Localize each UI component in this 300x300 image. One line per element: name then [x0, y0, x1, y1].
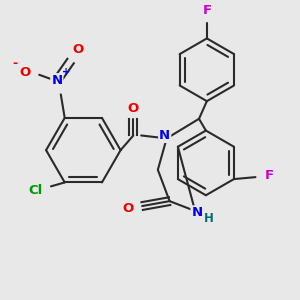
Text: O: O	[73, 43, 84, 56]
Text: N: N	[159, 129, 170, 142]
Text: O: O	[128, 103, 139, 116]
Text: N: N	[191, 206, 203, 219]
Text: N: N	[51, 74, 62, 87]
Text: H: H	[204, 212, 214, 225]
Text: +: +	[61, 67, 70, 77]
Text: Cl: Cl	[28, 184, 42, 197]
Text: F: F	[202, 4, 212, 17]
Text: O: O	[20, 66, 31, 79]
Text: F: F	[265, 169, 274, 182]
Text: O: O	[123, 202, 134, 215]
Text: -: -	[12, 58, 17, 70]
